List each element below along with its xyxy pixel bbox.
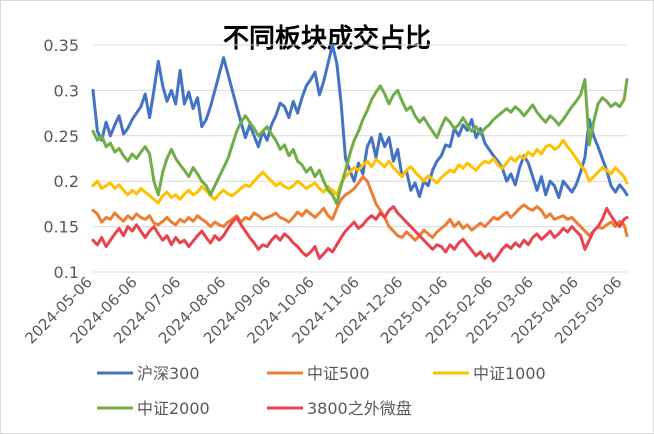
series-line-3: [91, 138, 629, 205]
chart-title: 不同板块成交占比: [223, 23, 431, 54]
series-line-2: [91, 175, 629, 242]
series-line-4: [91, 78, 629, 206]
legend-label: 中证2000: [137, 399, 210, 418]
y-tick-label: 0.1: [54, 263, 79, 282]
y-tick-label: 0.35: [43, 36, 79, 55]
legend-label: 3800之外微盘: [307, 399, 412, 418]
legend: 沪深300 中证500 中证1000 中证2000 3800之外微盘: [97, 364, 546, 418]
legend-label: 中证500: [307, 364, 370, 383]
y-axis-tick-labels: 0.1 0.15 0.2 0.25 0.3 0.35: [43, 36, 79, 282]
y-tick-label: 0.15: [43, 218, 79, 237]
y-tick-label: 0.25: [43, 127, 79, 146]
series-lines: [91, 43, 629, 263]
legend-label: 中证1000: [473, 364, 546, 383]
gridlines: [93, 44, 627, 273]
legend-label: 沪深300: [137, 364, 200, 383]
x-axis-tick-labels: 2024-05-062024-06-062024-07-062024-08-06…: [21, 273, 625, 347]
y-tick-label: 0.2: [54, 172, 79, 191]
y-tick-label: 0.3: [54, 81, 79, 100]
series-line-5: [91, 205, 629, 263]
